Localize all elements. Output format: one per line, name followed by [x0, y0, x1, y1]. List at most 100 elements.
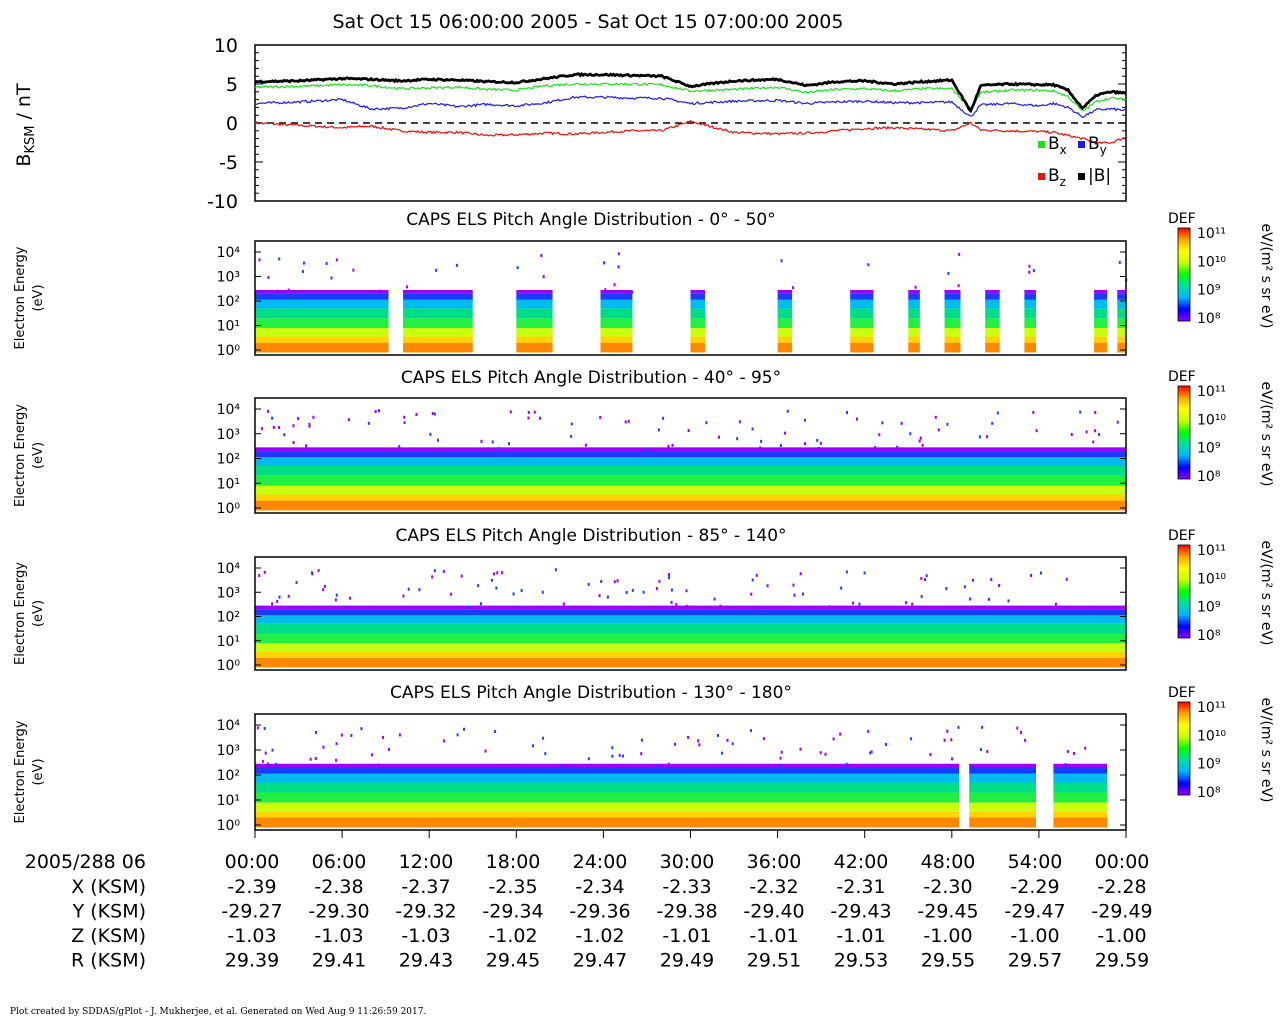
coord-value: -1.03: [227, 925, 276, 947]
spectrogram-band: [969, 802, 1036, 812]
spectrogram-speckle: [533, 410, 536, 414]
spectrogram-band: [777, 293, 793, 300]
spectrogram-speckle: [738, 420, 741, 424]
spectrogram-speckle: [896, 445, 899, 449]
spectrogram-speckle: [640, 752, 643, 756]
spectrogram-band: [908, 318, 920, 328]
spectrogram-speckle: [1028, 270, 1031, 274]
energy-tick-label: 10³: [217, 743, 240, 759]
spectrogram-speckle: [957, 284, 960, 288]
spectrogram-speckle: [360, 727, 363, 731]
colorbar-tick-label: 10¹¹: [1197, 226, 1226, 242]
coord-value: -1.02: [575, 925, 624, 947]
legend-sub: x: [1060, 143, 1067, 157]
spectrogram-speckle: [858, 602, 861, 606]
spectrogram-speckle: [863, 571, 866, 575]
legend-symbol: B: [1048, 166, 1060, 186]
spectrogram-band: [255, 782, 960, 793]
coord-value: -1.03: [314, 925, 363, 947]
energy-tick-label: 10³: [217, 270, 240, 286]
spectrogram-band: [985, 327, 1000, 337]
energy-tick-label: 10¹: [217, 476, 240, 492]
spectrogram-speckle: [657, 428, 660, 432]
colorbar-tick-label: 10⁹: [1197, 441, 1221, 457]
spectrogram-speckle: [881, 421, 884, 425]
spectrogram-speckle: [335, 258, 338, 262]
spectrogram-speckle: [490, 578, 493, 582]
spectrogram-band: [985, 289, 1000, 294]
energy-axis-label: Electron Energy: [13, 562, 28, 665]
spectrogram-speckle: [845, 570, 848, 574]
panel-frame: [254, 556, 1127, 671]
spectrogram-speckle: [1030, 573, 1033, 577]
spectrogram-band: [777, 342, 793, 353]
energy-axis-label: Electron Energy: [13, 246, 28, 349]
spectrogram-speckle: [429, 432, 432, 436]
time-tick-label: 54:00: [1008, 851, 1063, 873]
spectrogram-band: [600, 318, 633, 328]
spectrogram-speckle: [527, 416, 530, 420]
spectrogram-speckle: [1039, 571, 1042, 575]
spectrogram-speckle: [322, 745, 325, 749]
colorbar-unit: eV/(m² s sr eV): [1258, 382, 1274, 487]
spectrogram-speckle: [950, 738, 953, 742]
spectrogram-band: [255, 802, 960, 812]
panel-title: CAPS ELS Pitch Angle Distribution - 0° -…: [406, 210, 775, 230]
spectrogram-speckle: [1098, 433, 1101, 437]
spectrogram-speckle: [969, 597, 972, 601]
spectrogram-speckle: [925, 574, 928, 578]
spectrogram-speckle: [398, 445, 401, 449]
spectrogram-band: [255, 763, 960, 768]
energy-tick-label: 10²: [217, 294, 240, 310]
time-tick-label: 06:00: [312, 851, 367, 873]
spectrogram-speckle: [491, 440, 494, 444]
spectrogram-speckle: [266, 762, 269, 766]
spectrogram-band: [969, 811, 1036, 818]
spectrogram-band: [908, 308, 920, 319]
spectrogram-speckle: [750, 592, 753, 596]
spectrogram-speckle: [587, 757, 590, 761]
spectrogram-speckle: [780, 750, 783, 754]
spectrogram-speckle: [611, 746, 614, 750]
spectrogram-band: [850, 318, 874, 328]
spectrogram-speckle: [1094, 429, 1097, 433]
coord-value: 29.59: [1095, 950, 1149, 972]
spectrogram-speckle: [1116, 420, 1119, 424]
spectrogram-speckle: [335, 758, 338, 762]
spectrogram-speckle: [271, 602, 274, 606]
spectrogram-band: [777, 336, 793, 343]
spectrogram-speckle: [402, 594, 405, 598]
coord-value: -2.33: [662, 876, 711, 898]
coord-value: 29.49: [660, 950, 714, 972]
spectrogram-band: [255, 327, 389, 337]
spectrogram-band: [1024, 327, 1036, 337]
colorbar-tick-label: 10⁹: [1197, 283, 1221, 299]
spectrogram-band: [908, 289, 920, 294]
spectrogram-speckle: [840, 586, 843, 590]
spectrogram-speckle: [497, 447, 500, 451]
colorbar-label: DEF: [1168, 528, 1196, 544]
coord-value: 29.57: [1008, 950, 1062, 972]
spectrogram-band: [255, 657, 1126, 668]
spectrogram-speckle: [731, 742, 734, 746]
coord-value: 29.51: [747, 950, 801, 972]
spectrogram-band: [985, 293, 1000, 300]
series-line-by: [254, 95, 1127, 119]
coord-value: -2.34: [575, 876, 624, 898]
spectrogram-speckle: [909, 432, 912, 436]
spectrogram-speckle: [340, 733, 343, 737]
spectrogram-speckle: [310, 571, 313, 575]
spectrogram-band: [1117, 318, 1126, 328]
spectrogram-speckle: [855, 417, 858, 421]
spectrogram-band: [985, 299, 1000, 309]
energy-tick-label: 10⁴: [217, 561, 241, 577]
spectrogram-speckle: [780, 259, 783, 263]
spectrogram-speckle: [527, 410, 530, 414]
spectrogram-band: [255, 500, 1126, 511]
legend-label: By: [1088, 134, 1107, 157]
time-tick-label: 36:00: [747, 851, 802, 873]
spectrogram-band: [969, 773, 1036, 783]
coord-value: 29.53: [834, 950, 888, 972]
spectrogram-speckle: [431, 575, 434, 579]
spectrogram-panel: CAPS ELS Pitch Angle Distribution - 0° -…: [13, 210, 1274, 359]
